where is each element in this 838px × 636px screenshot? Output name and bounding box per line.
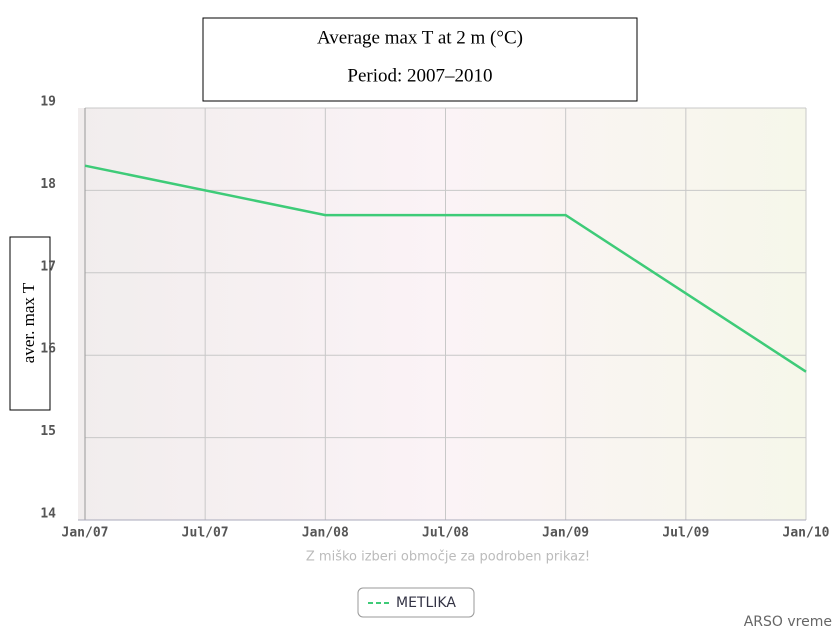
y-tick-label: 16	[40, 342, 56, 357]
chart-title: Average max T at 2 m (°C)	[317, 27, 523, 48]
legend-label[interactable]: METLIKA	[396, 595, 456, 611]
y-tick-label: 15	[40, 424, 56, 439]
x-tick-label: Jul/07	[182, 526, 229, 541]
series-line	[84, 164, 807, 373]
plot-background	[78, 108, 806, 520]
x-tick-label: Jan/10	[783, 526, 830, 541]
legend[interactable]	[357, 587, 475, 618]
y-tick-label: 19	[40, 95, 56, 110]
y-axis-label: aver. max T	[19, 282, 38, 363]
chart-subtitle: Period: 2007–2010	[347, 65, 492, 86]
x-note: Z miško izberi območje za podroben prika…	[306, 550, 590, 565]
x-tick-label: Jan/07	[62, 526, 109, 541]
y-label-box	[9, 236, 51, 411]
x-tick-label: Jan/08	[302, 526, 349, 541]
x-tick-label: Jul/09	[662, 526, 709, 541]
y-tick-label: 17	[40, 259, 56, 274]
y-tick-label: 14	[40, 507, 56, 522]
x-tick-label: Jul/08	[422, 526, 469, 541]
x-tick-label: Jan/09	[542, 526, 589, 541]
y-tick-label: 18	[40, 177, 56, 192]
credit: ARSO vreme	[744, 614, 832, 630]
title-box	[202, 17, 638, 102]
